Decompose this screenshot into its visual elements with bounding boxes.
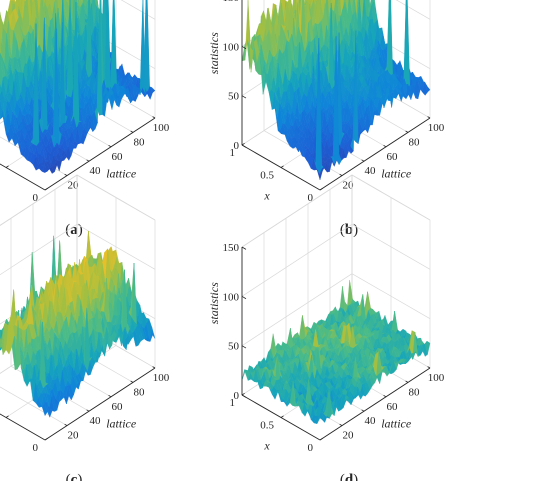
z-tick-labels: 0 50 100 150 [223, 242, 247, 402]
lattice-tick-label: 80 [134, 386, 146, 398]
lattice-tick-label: 100 [153, 372, 170, 384]
panel-d: 0501001502040608010000.51statisticsxlatt… [207, 174, 445, 481]
lattice-tick-label: 100 [153, 122, 170, 134]
x-tick-label: 0 [33, 442, 39, 454]
lattice-tick-labels: 20 40 60 80 100 [64, 116, 170, 192]
lattice-tick-label: 20 [68, 430, 80, 442]
z-tick-label: 50 [228, 341, 240, 353]
z-tick-label: 100 [223, 291, 240, 303]
lattice-tick-label: 80 [409, 386, 421, 398]
x-tick-label: 0 [308, 442, 314, 454]
x-tick-labels: 00.51 [230, 142, 323, 204]
lattice-tick-label: 80 [134, 136, 146, 148]
panel-caption: (d) [340, 472, 358, 481]
x-tick-label: 1 [230, 397, 236, 409]
z-tick-label: 0 [234, 390, 240, 402]
surface [241, 0, 431, 181]
panel-c: 0501001502040608010000.51statisticsxlatt… [0, 174, 170, 481]
z-tick-label: 150 [223, 0, 240, 4]
lattice-tick-label: 100 [428, 372, 445, 384]
panel-caption: (c) [66, 472, 83, 481]
panel-b: 0501001502040608010000.51statisticsxlatt… [207, 0, 445, 238]
z-tick-label: 100 [223, 41, 240, 53]
z-tick-labels: 0 50 100 150 [223, 0, 247, 152]
z-tick-label: 150 [223, 242, 240, 254]
z-tick-label: 50 [228, 91, 240, 103]
lattice-tick-label: 60 [112, 401, 124, 413]
lattice-axis-label: lattice [106, 416, 137, 430]
lattice-axis-label: lattice [381, 416, 412, 430]
lattice-axis-label: lattice [381, 166, 412, 180]
x-tick-label: 0.5 [260, 170, 274, 182]
panel-a: 0501001502040608010000.51statisticsxlatt… [0, 0, 170, 238]
lattice-tick-label: 40 [90, 165, 102, 177]
lattice-axis-label: lattice [106, 166, 137, 180]
lattice-tick-label: 40 [365, 415, 377, 427]
x-axis-label: x [263, 189, 270, 203]
x-tick-label: 0 [308, 192, 314, 204]
lattice-tick-label: 20 [343, 180, 355, 192]
x-tick-label: 0.5 [260, 420, 274, 432]
lattice-tick-label: 80 [409, 136, 421, 148]
lattice-tick-label: 60 [387, 151, 399, 163]
lattice-tick-label: 20 [68, 180, 80, 192]
lattice-tick-labels: 20 40 60 80 100 [64, 366, 170, 442]
surface [241, 280, 431, 425]
lattice-tick-label: 40 [90, 415, 102, 427]
lattice-tick-label: 40 [365, 165, 377, 177]
x-tick-labels: 00.51 [5, 415, 48, 454]
x-axis-label: x [263, 439, 270, 453]
x-tick-labels: 00.51 [230, 392, 323, 454]
surface [0, 0, 156, 174]
lattice-tick-label: 20 [343, 430, 355, 442]
surface [0, 231, 156, 418]
lattice-tick-label: 100 [428, 122, 445, 134]
lattice-tick-label: 60 [112, 151, 124, 163]
x-tick-label: 1 [230, 147, 236, 159]
z-axis-label: statistics [207, 282, 221, 324]
lattice-tick-labels: 20 40 60 80 100 [339, 366, 445, 442]
z-axis-label: statistics [207, 32, 221, 74]
panel-caption: (b) [340, 222, 358, 238]
lattice-tick-label: 60 [387, 401, 399, 413]
x-tick-labels: 00.51 [5, 165, 48, 204]
z-tick-label: 0 [234, 140, 240, 152]
lattice-tick-labels: 20 40 60 80 100 [339, 116, 445, 192]
x-tick-label: 0 [33, 192, 39, 204]
